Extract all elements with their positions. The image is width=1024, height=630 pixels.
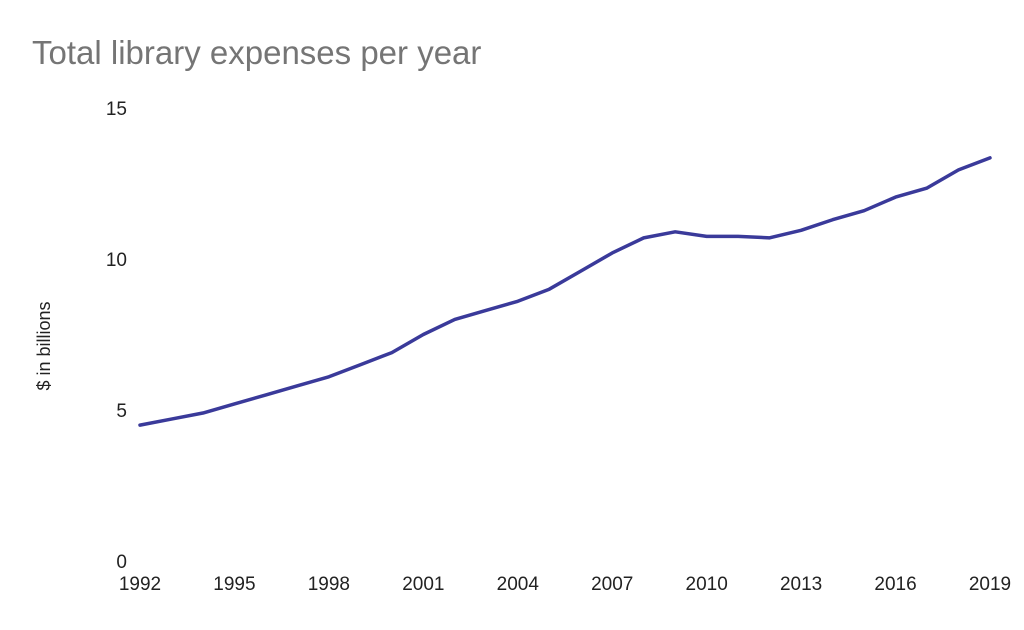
x-tick-label: 2016	[874, 574, 916, 595]
x-tick-label: 2001	[402, 574, 444, 595]
x-tick-label: 2010	[686, 574, 728, 595]
x-axis-ticks: 1992 1995 1998 2001 2004 2007 2010 2013 2016 2019	[119, 574, 1011, 595]
series-line	[138, 156, 992, 427]
y-tick-label: 0	[116, 552, 127, 573]
x-tick-label: 2007	[591, 574, 633, 595]
y-tick-label: 5	[116, 401, 127, 422]
x-tick-label: 2013	[780, 574, 822, 595]
x-tick-label: 1998	[308, 574, 350, 595]
x-tick-label: 1992	[119, 574, 161, 595]
y-tick-label: 10	[106, 250, 127, 271]
x-tick-label: 2004	[497, 574, 540, 595]
y-tick-label: 15	[106, 99, 127, 120]
y-axis-label: $ in billions	[34, 301, 54, 390]
chart-title: Total library expenses per year	[32, 34, 482, 71]
y-axis-ticks: 0 5 10 15	[106, 99, 127, 573]
x-tick-label: 2019	[969, 574, 1011, 595]
x-tick-label: 1995	[213, 574, 255, 595]
